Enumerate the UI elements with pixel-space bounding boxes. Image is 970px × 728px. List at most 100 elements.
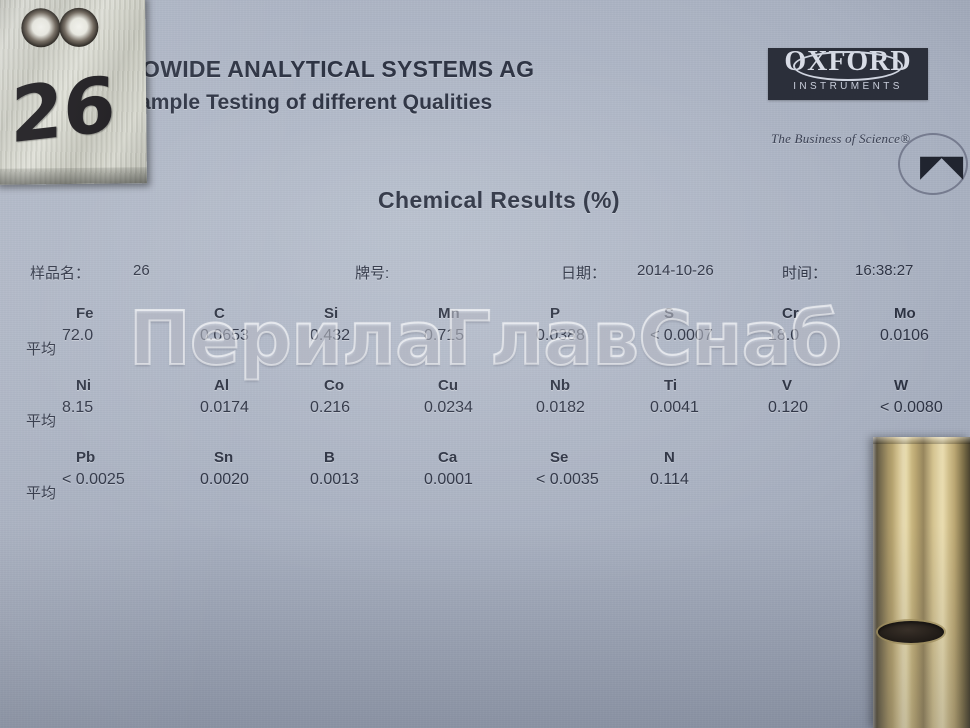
element-symbol: Ni <box>76 377 91 394</box>
pipe-left-edge <box>873 437 877 728</box>
element-value: 18.0 <box>768 327 800 344</box>
element-symbol: P <box>550 305 561 322</box>
brand-tagline: The Business of Science® <box>771 131 911 146</box>
pipe-drilled-hole <box>878 621 944 643</box>
row-average-label: 平均 <box>26 413 57 430</box>
element-value: 0.715 <box>424 327 465 344</box>
element-value: < 0.0007 <box>650 327 713 344</box>
result-cell-c: C 0.0653 <box>200 305 318 345</box>
brass-pipe-sample <box>873 437 970 728</box>
sample-name-value: 26 <box>133 262 150 279</box>
element-value: < 0.0035 <box>536 471 599 488</box>
pipe-specular-highlight <box>873 437 970 728</box>
element-value: 72.0 <box>62 327 94 344</box>
element-value: 0.0174 <box>200 399 249 416</box>
element-symbol: Ca <box>438 449 458 466</box>
result-cell-fe: Fe 72.0 <box>62 305 180 345</box>
element-symbol: Nb <box>550 377 570 394</box>
report-header-line-1: OWIDE ANALYTICAL SYSTEMS AG <box>142 56 535 82</box>
result-cell-ti: Ti 0.0041 <box>650 377 768 417</box>
element-symbol: Al <box>214 377 229 394</box>
element-symbol: Mo <box>894 305 916 322</box>
element-symbol: Sn <box>214 449 234 466</box>
result-cell-sn: Sn 0.0020 <box>200 449 318 489</box>
element-symbol: W <box>894 377 909 394</box>
element-value: 0.0106 <box>880 327 929 344</box>
element-value: 0.0020 <box>200 471 249 488</box>
element-symbol: N <box>664 449 675 466</box>
logo-circle-shape <box>898 133 968 195</box>
element-value: < 0.0025 <box>62 471 125 488</box>
coupon-number-marking: 26 <box>10 58 116 161</box>
element-value: 0.0041 <box>650 399 699 416</box>
row-average-label: 平均 <box>26 341 57 358</box>
result-cell-cr: Cr 18.0 <box>768 305 886 345</box>
element-symbol: Ti <box>664 377 678 394</box>
element-symbol: Cr <box>782 305 799 322</box>
spark-burn-mark <box>21 8 61 48</box>
metal-sample-coupon: 26 <box>0 0 147 185</box>
element-value: < 0.0080 <box>880 399 943 416</box>
element-value: 0.0001 <box>424 471 473 488</box>
element-symbol: Mn <box>438 305 460 322</box>
result-cell-mn: Mn 0.715 <box>424 305 542 345</box>
result-cell-ni: Ni 8.15 <box>62 377 180 417</box>
element-symbol: Pb <box>76 449 96 466</box>
report-header-line-2: ample Testing of different Qualities <box>139 91 493 114</box>
element-value: 0.0013 <box>310 471 359 488</box>
result-cell-p: P 0.0388 <box>536 305 654 345</box>
date-label: 日期： <box>561 265 607 282</box>
result-cell-n: N 0.114 <box>650 449 768 489</box>
element-symbol: Fe <box>76 305 94 322</box>
element-symbol: Se <box>550 449 569 466</box>
result-cell-nb: Nb 0.0182 <box>536 377 654 417</box>
result-cell-w: W < 0.0080 <box>880 377 970 417</box>
element-value: 0.114 <box>650 471 689 488</box>
result-cell-al: Al 0.0174 <box>200 377 318 417</box>
result-cell-v: V 0.120 <box>768 377 886 417</box>
row-average-label: 平均 <box>26 485 57 502</box>
pipe-top-edge <box>873 437 970 444</box>
element-symbol: S <box>664 305 675 322</box>
element-symbol: Si <box>324 305 339 322</box>
logo-glyph-marks: ◤◥ <box>920 149 963 184</box>
result-cell-si: Si 0.432 <box>310 305 428 345</box>
result-cell-pb: Pb < 0.0025 <box>62 449 180 489</box>
result-cell-cu: Cu 0.0234 <box>424 377 542 417</box>
date-value: 2014-10-26 <box>637 262 714 279</box>
results-row: 平均 Fe 72.0 C 0.0653 Si 0.432 Mn 0.715 P … <box>0 305 970 377</box>
result-cell-s: S < 0.0007 <box>650 305 768 345</box>
sample-name-label: 样品名： <box>30 265 91 282</box>
oxford-instruments-logo: OXFORD INSTRUMENTS <box>768 48 928 100</box>
result-cell-co: Co 0.216 <box>310 377 428 417</box>
coupon-bottom-edge <box>0 167 147 185</box>
time-label: 时间： <box>782 265 828 282</box>
element-symbol: Cu <box>438 377 458 394</box>
element-value: 0.0234 <box>424 399 473 416</box>
element-symbol: V <box>782 377 793 394</box>
element-value: 0.432 <box>310 327 351 344</box>
spark-burn-mark <box>59 7 99 48</box>
element-symbol: Co <box>324 377 344 394</box>
brand-subwordmark: INSTRUMENTS <box>793 81 903 92</box>
grade-label: 牌号: <box>355 265 390 282</box>
element-value: 8.15 <box>62 399 94 416</box>
result-cell-se: Se < 0.0035 <box>536 449 654 489</box>
result-cell-mo: Mo 0.0106 <box>880 305 970 345</box>
result-cell-ca: Ca 0.0001 <box>424 449 542 489</box>
element-symbol: B <box>324 449 335 466</box>
element-value: 0.216 <box>310 399 351 416</box>
page-title: Chemical Results (%) <box>378 187 620 213</box>
time-value: 16:38:27 <box>855 262 914 279</box>
logo-oval-shape <box>793 51 903 81</box>
results-row: 平均 Pb < 0.0025 Sn 0.0020 B 0.0013 Ca 0.0… <box>0 449 970 521</box>
secondary-logo-icon: ◤◥ <box>898 133 970 195</box>
element-symbol: C <box>214 305 225 322</box>
chemical-results-table: 平均 Fe 72.0 C 0.0653 Si 0.432 Mn 0.715 P … <box>0 305 970 521</box>
element-value: 0.0182 <box>536 399 585 416</box>
result-cell-b: B 0.0013 <box>310 449 428 489</box>
element-value: 0.0653 <box>200 327 249 344</box>
element-value: 0.120 <box>768 399 809 416</box>
